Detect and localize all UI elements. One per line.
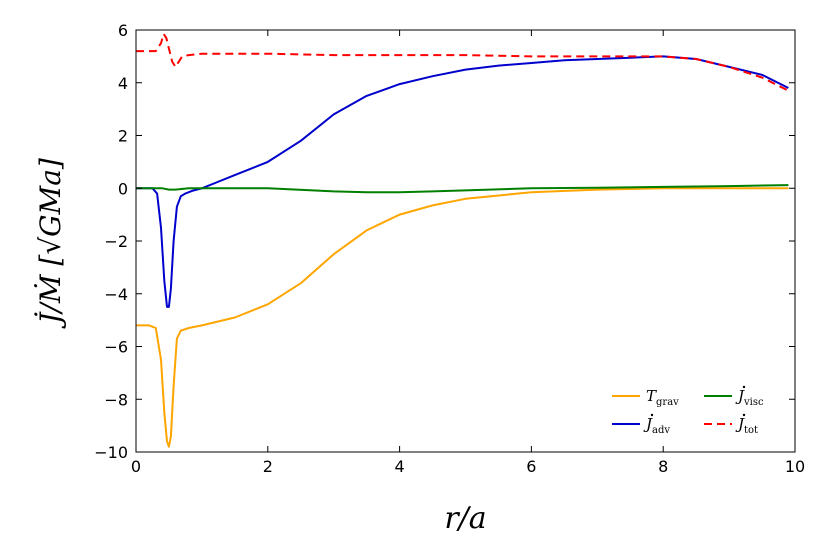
legend-label-j-tot: Jtot xyxy=(735,415,758,436)
y-tick-label: 0 xyxy=(118,179,128,198)
plot-layer xyxy=(136,33,789,448)
legend-dot-accent xyxy=(742,413,746,417)
series-line-j-adv xyxy=(136,55,789,308)
x-tick-label: 8 xyxy=(658,457,668,476)
legend-dot-accent xyxy=(650,413,654,417)
x-tick-label: 10 xyxy=(785,457,805,476)
x-tick-label: 0 xyxy=(131,457,141,476)
legend-label-j-visc: Jvisc xyxy=(735,387,764,408)
legend: Tgrav Jadv Jvisc Jtot xyxy=(612,385,764,436)
legend-dot-accent xyxy=(742,385,746,389)
legend-label-t-grav: Tgrav xyxy=(646,387,679,408)
y-tick-label: −2 xyxy=(104,232,128,251)
x-axis-label: r/a xyxy=(444,501,486,536)
series-line-t-grav xyxy=(136,187,789,448)
series-line-j-tot xyxy=(136,33,789,92)
series-line-j-visc xyxy=(136,184,789,194)
x-tick-label: 4 xyxy=(395,457,405,476)
labels-layer: r/a J̇/Ṁ [√GMa] xyxy=(34,158,487,536)
y-tick-label: −4 xyxy=(104,285,128,304)
x-tick-label: 6 xyxy=(526,457,536,476)
legend-label-j-adv: Jadv xyxy=(643,415,670,436)
y-tick-label: 6 xyxy=(118,21,128,40)
y-tick-label: 4 xyxy=(118,74,128,93)
y-tick-label: −10 xyxy=(94,443,128,462)
x-tick-label: 2 xyxy=(263,457,273,476)
ticks-layer: 0 2 4 6 8 10 −10 −8 −6 −4 −2 0 2 4 6 xyxy=(94,21,805,476)
y-tick-label: −6 xyxy=(104,338,128,357)
y-axis-label: J̇/Ṁ [√GMa] xyxy=(34,158,67,329)
y-tick-label: 2 xyxy=(118,127,128,146)
y-tick-label: −8 xyxy=(104,390,128,409)
plot-frame xyxy=(135,29,796,453)
